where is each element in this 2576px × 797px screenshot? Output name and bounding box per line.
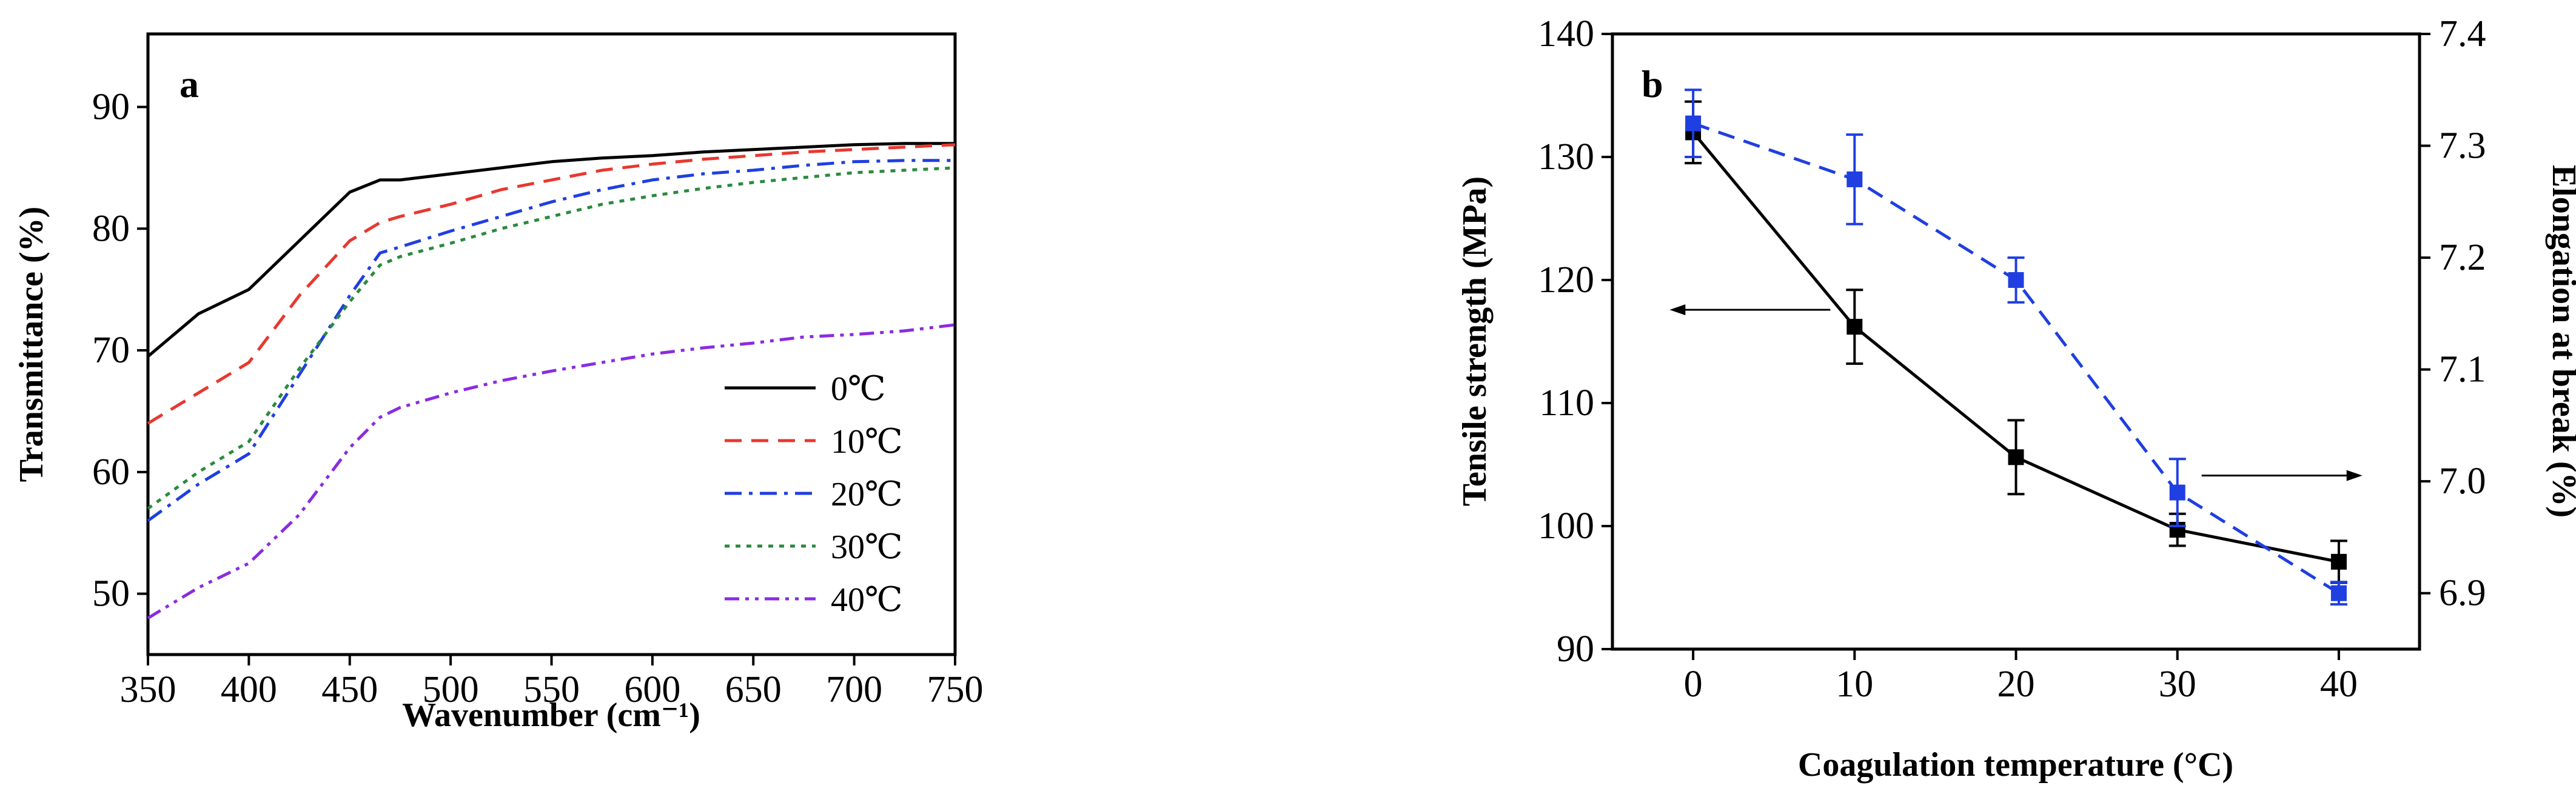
panel-a-series-line-3 (147, 166, 956, 510)
panel-b-data-point (2008, 272, 2024, 288)
panel-a-x-tick-label: 550 (523, 669, 580, 710)
panel-b-data-point (2008, 449, 2024, 465)
panel-b-series-line-0 (1692, 131, 2340, 564)
panel-a-legend: 0℃ 10℃ 20℃ 30℃ 40℃ (725, 370, 903, 619)
panel-a-legend-label: 0℃ (831, 370, 886, 408)
panel-a-y-axis-label: Transmittance (%) (13, 207, 50, 482)
panel-b-x-tick-label: 20 (1997, 664, 2035, 705)
panel-b-y-tick-label: 100 (1538, 505, 1594, 547)
panel-a-x-axis-label: Wavenumber (cm⁻¹) (402, 696, 700, 734)
panel-b-frame (1611, 32, 2421, 651)
panel-b-y-tick-label: 110 (1539, 382, 1594, 424)
panel-b-arrow-head (1669, 304, 1686, 316)
panel-a-series-line-1 (147, 143, 956, 425)
panel-b-y-tick-label: 130 (1538, 136, 1594, 178)
panel-a-y-tick-label: 80 (92, 208, 130, 249)
panel-a-x-tick-label: 700 (826, 669, 882, 710)
panel-a-x-tick-label: 650 (725, 669, 782, 710)
panel-b: b 90 100 110 120 130 140 6.9 7.0 7.1 7.2 7.3 7.4 0… (1456, 13, 2576, 784)
panel-a: a 50 60 70 80 90 350 400 450 500 550 600 650 700 750… (13, 32, 984, 734)
panel-b-data-point (2330, 585, 2347, 601)
panel-b-label: b (1642, 62, 1663, 105)
panel-a-x-tick-label: 350 (120, 669, 176, 710)
panel-b-y-tick-label: 120 (1538, 259, 1594, 301)
panel-a-series-line-0 (147, 142, 955, 358)
panel-b-data-point (1685, 115, 1702, 132)
panel-b-y-right-tick-label: 7.0 (2439, 461, 2486, 502)
panel-b-y-right-tick-label: 7.1 (2439, 349, 2486, 390)
panel-a-y-tick-label: 90 (92, 86, 130, 127)
panel-b-y-tick-label: 90 (1557, 629, 1594, 670)
panel-a-legend-label: 30℃ (831, 529, 903, 566)
panel-a-y-tick-label: 60 (92, 452, 130, 493)
panel-b-x-tick-label: 10 (1836, 664, 1873, 705)
panel-a-x-tick-label: 500 (423, 669, 479, 710)
panel-b-y-right-tick-label: 7.3 (2439, 125, 2486, 167)
panel-b-series-line-1 (1692, 122, 2340, 595)
panel-b-y-right-tick-label: 7.4 (2439, 13, 2486, 55)
panel-b-y-tick-label: 140 (1538, 13, 1594, 55)
panel-b-data-point (1846, 319, 1863, 335)
panel-b-y-right-tick-label: 7.2 (2439, 237, 2486, 278)
panel-b-x-tick-label: 40 (2320, 664, 2358, 705)
panel-a-x-tick-label: 450 (321, 669, 378, 710)
panel-a-y-tick-label: 70 (92, 330, 130, 371)
panel-a-legend-label: 40℃ (831, 581, 903, 619)
panel-b-y-right-tick-label: 6.9 (2439, 573, 2486, 614)
panel-a-series-line-4 (147, 323, 956, 619)
panel-a-series-line-2 (147, 159, 955, 522)
panel-a-label: a (179, 62, 199, 105)
panel-b-x-axis-label: Coagulation temperature (°C) (1798, 746, 2233, 784)
panel-b-data-point (2330, 553, 2347, 570)
panel-a-legend-label: 10℃ (831, 423, 903, 461)
panel-a-legend-label: 20℃ (831, 476, 903, 513)
panel-a-x-tick-label: 400 (221, 669, 277, 710)
panel-b-x-tick-label: 0 (1684, 664, 1703, 705)
panel-a-x-tick-label: 750 (927, 669, 984, 710)
panel-a-y-tick-label: 50 (92, 573, 130, 615)
panel-b-y-axis-label-left: Tensile strength (MPa) (1456, 176, 1494, 506)
panel-b-data-point (1846, 171, 1863, 187)
panel-b-arrow-head (2346, 470, 2363, 481)
panel-b-y-axis-label-right: Elongation at break (%) (2545, 165, 2576, 518)
panel-b-x-tick-label: 30 (2159, 664, 2196, 705)
panel-b-data-point (2169, 484, 2185, 501)
panel-a-x-tick-label: 600 (624, 669, 680, 710)
